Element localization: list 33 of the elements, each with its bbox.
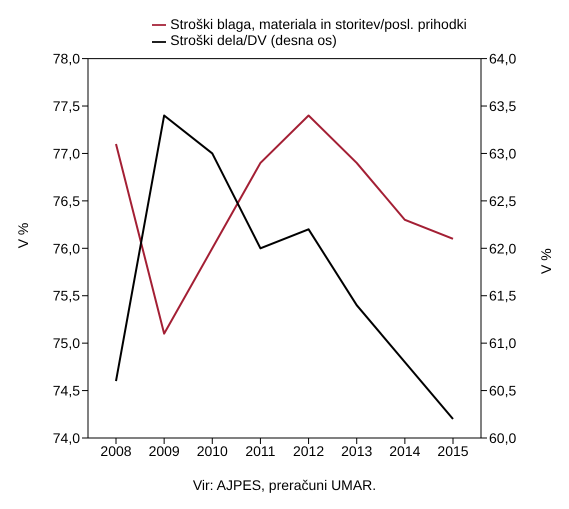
y-tick-label: 75,5 [52,288,80,304]
line-series [115,114,454,420]
y2-tick-label: 61,0 [489,335,516,352]
y2-axis-title: V % [538,248,554,274]
y2-tick-label: 63,0 [489,145,516,162]
line-series [115,114,454,335]
y2-tick-label: 60,5 [489,382,516,399]
y-tick-label: 78,0 [52,50,80,67]
y-tick-label: 77,0 [52,145,80,162]
x-tick-label: 2008 [100,442,132,459]
x-tick-label: 2013 [341,442,372,459]
x-tick-label: 2014 [389,442,421,459]
x-tick-label: 2010 [196,442,228,459]
y-tick-label: 76,5 [52,192,80,209]
x-tick-label: 2011 [245,442,276,459]
legend-label: Stroški blaga, materiala in storitev/posl. prihodki [170,16,467,32]
y2-tick-label: 64,0 [489,50,516,67]
text: Vir: AJPES, preračuni UMAR. [192,477,378,493]
y2-tick-label: 63,5 [489,98,516,114]
y-tick-label: 77,5 [52,98,80,114]
y2-tick-label: 62,0 [489,240,516,256]
x-tick-label: 2009 [148,442,180,459]
x-tick-label: 2015 [437,442,469,459]
y-tick-label: 74,0 [52,430,80,446]
y2-tick-label: 61,5 [489,288,516,304]
x-tick-label: 2012 [292,442,324,459]
y-tick-label: 74,5 [52,382,80,399]
y-axis-title: V % [14,222,31,248]
y-tick-label: 75,0 [52,335,80,352]
y2-tick-label: 60,0 [489,430,516,446]
y-tick-label: 76,0 [52,240,80,256]
y2-tick-label: 62,5 [489,192,516,209]
legend-label: Stroški dela/DV (desna os) [170,32,337,48]
